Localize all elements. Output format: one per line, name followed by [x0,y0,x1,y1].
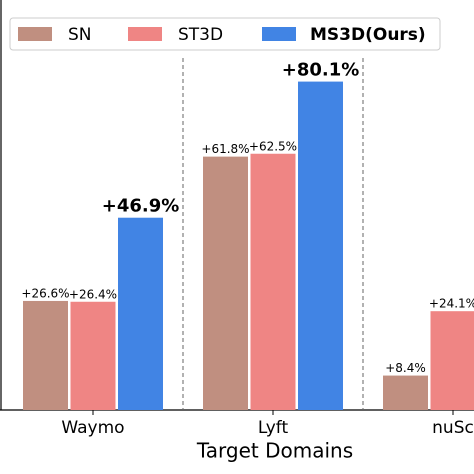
value-label: +24.1% [429,297,474,311]
value-label: +26.4% [69,287,117,301]
value-label: +61.8% [201,142,249,156]
bar [250,153,296,410]
bar [118,217,163,410]
bar [23,300,68,410]
bar [430,311,474,410]
legend-swatch [18,27,52,41]
bar [70,301,116,410]
legend-swatch [262,27,296,41]
x-tick-label: Waymo [61,418,124,438]
value-label: +80.1% [282,60,360,81]
value-label: +8.4% [385,361,426,375]
legend-swatch [128,27,162,41]
value-label: +26.6% [21,286,69,300]
x-tick-label: Lyft [258,418,289,438]
legend-label: MS3D(Ours) [310,25,426,45]
x-tick-label: nuSc [432,418,474,438]
bar [203,156,248,410]
value-label: +46.9% [102,196,180,217]
legend-label: ST3D [178,25,223,45]
bar [298,81,343,410]
value-label: +62.5% [249,139,297,153]
legend [9,17,441,51]
legend-label: SN [68,25,92,45]
x-axis-label: Target Domains [196,439,353,463]
bar [383,375,428,410]
